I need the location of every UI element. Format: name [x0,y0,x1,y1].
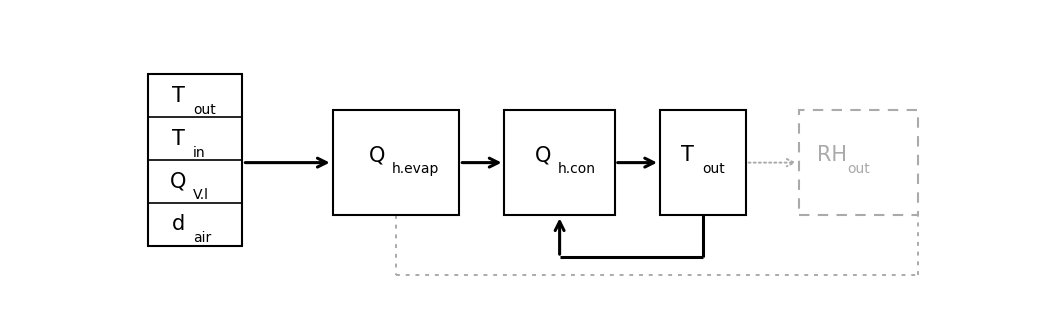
Text: in: in [193,146,206,160]
Text: Q: Q [534,145,551,165]
Text: out: out [847,162,870,176]
Text: Q: Q [170,171,187,192]
Text: T: T [172,86,185,106]
Text: T: T [172,129,185,149]
Text: d: d [172,214,185,234]
Text: out: out [193,103,216,117]
Bar [333,110,459,215]
Text: RH: RH [817,145,847,165]
Bar [799,110,918,215]
Text: h.con: h.con [558,162,596,176]
Text: T: T [681,145,694,165]
Text: h.evap: h.evap [392,162,439,176]
Text: air: air [193,231,211,245]
Bar [505,110,615,215]
Text: Q: Q [369,145,385,165]
Text: V.l: V.l [193,188,209,202]
Bar [148,75,243,246]
Text: out: out [702,162,724,176]
Bar [660,110,746,215]
